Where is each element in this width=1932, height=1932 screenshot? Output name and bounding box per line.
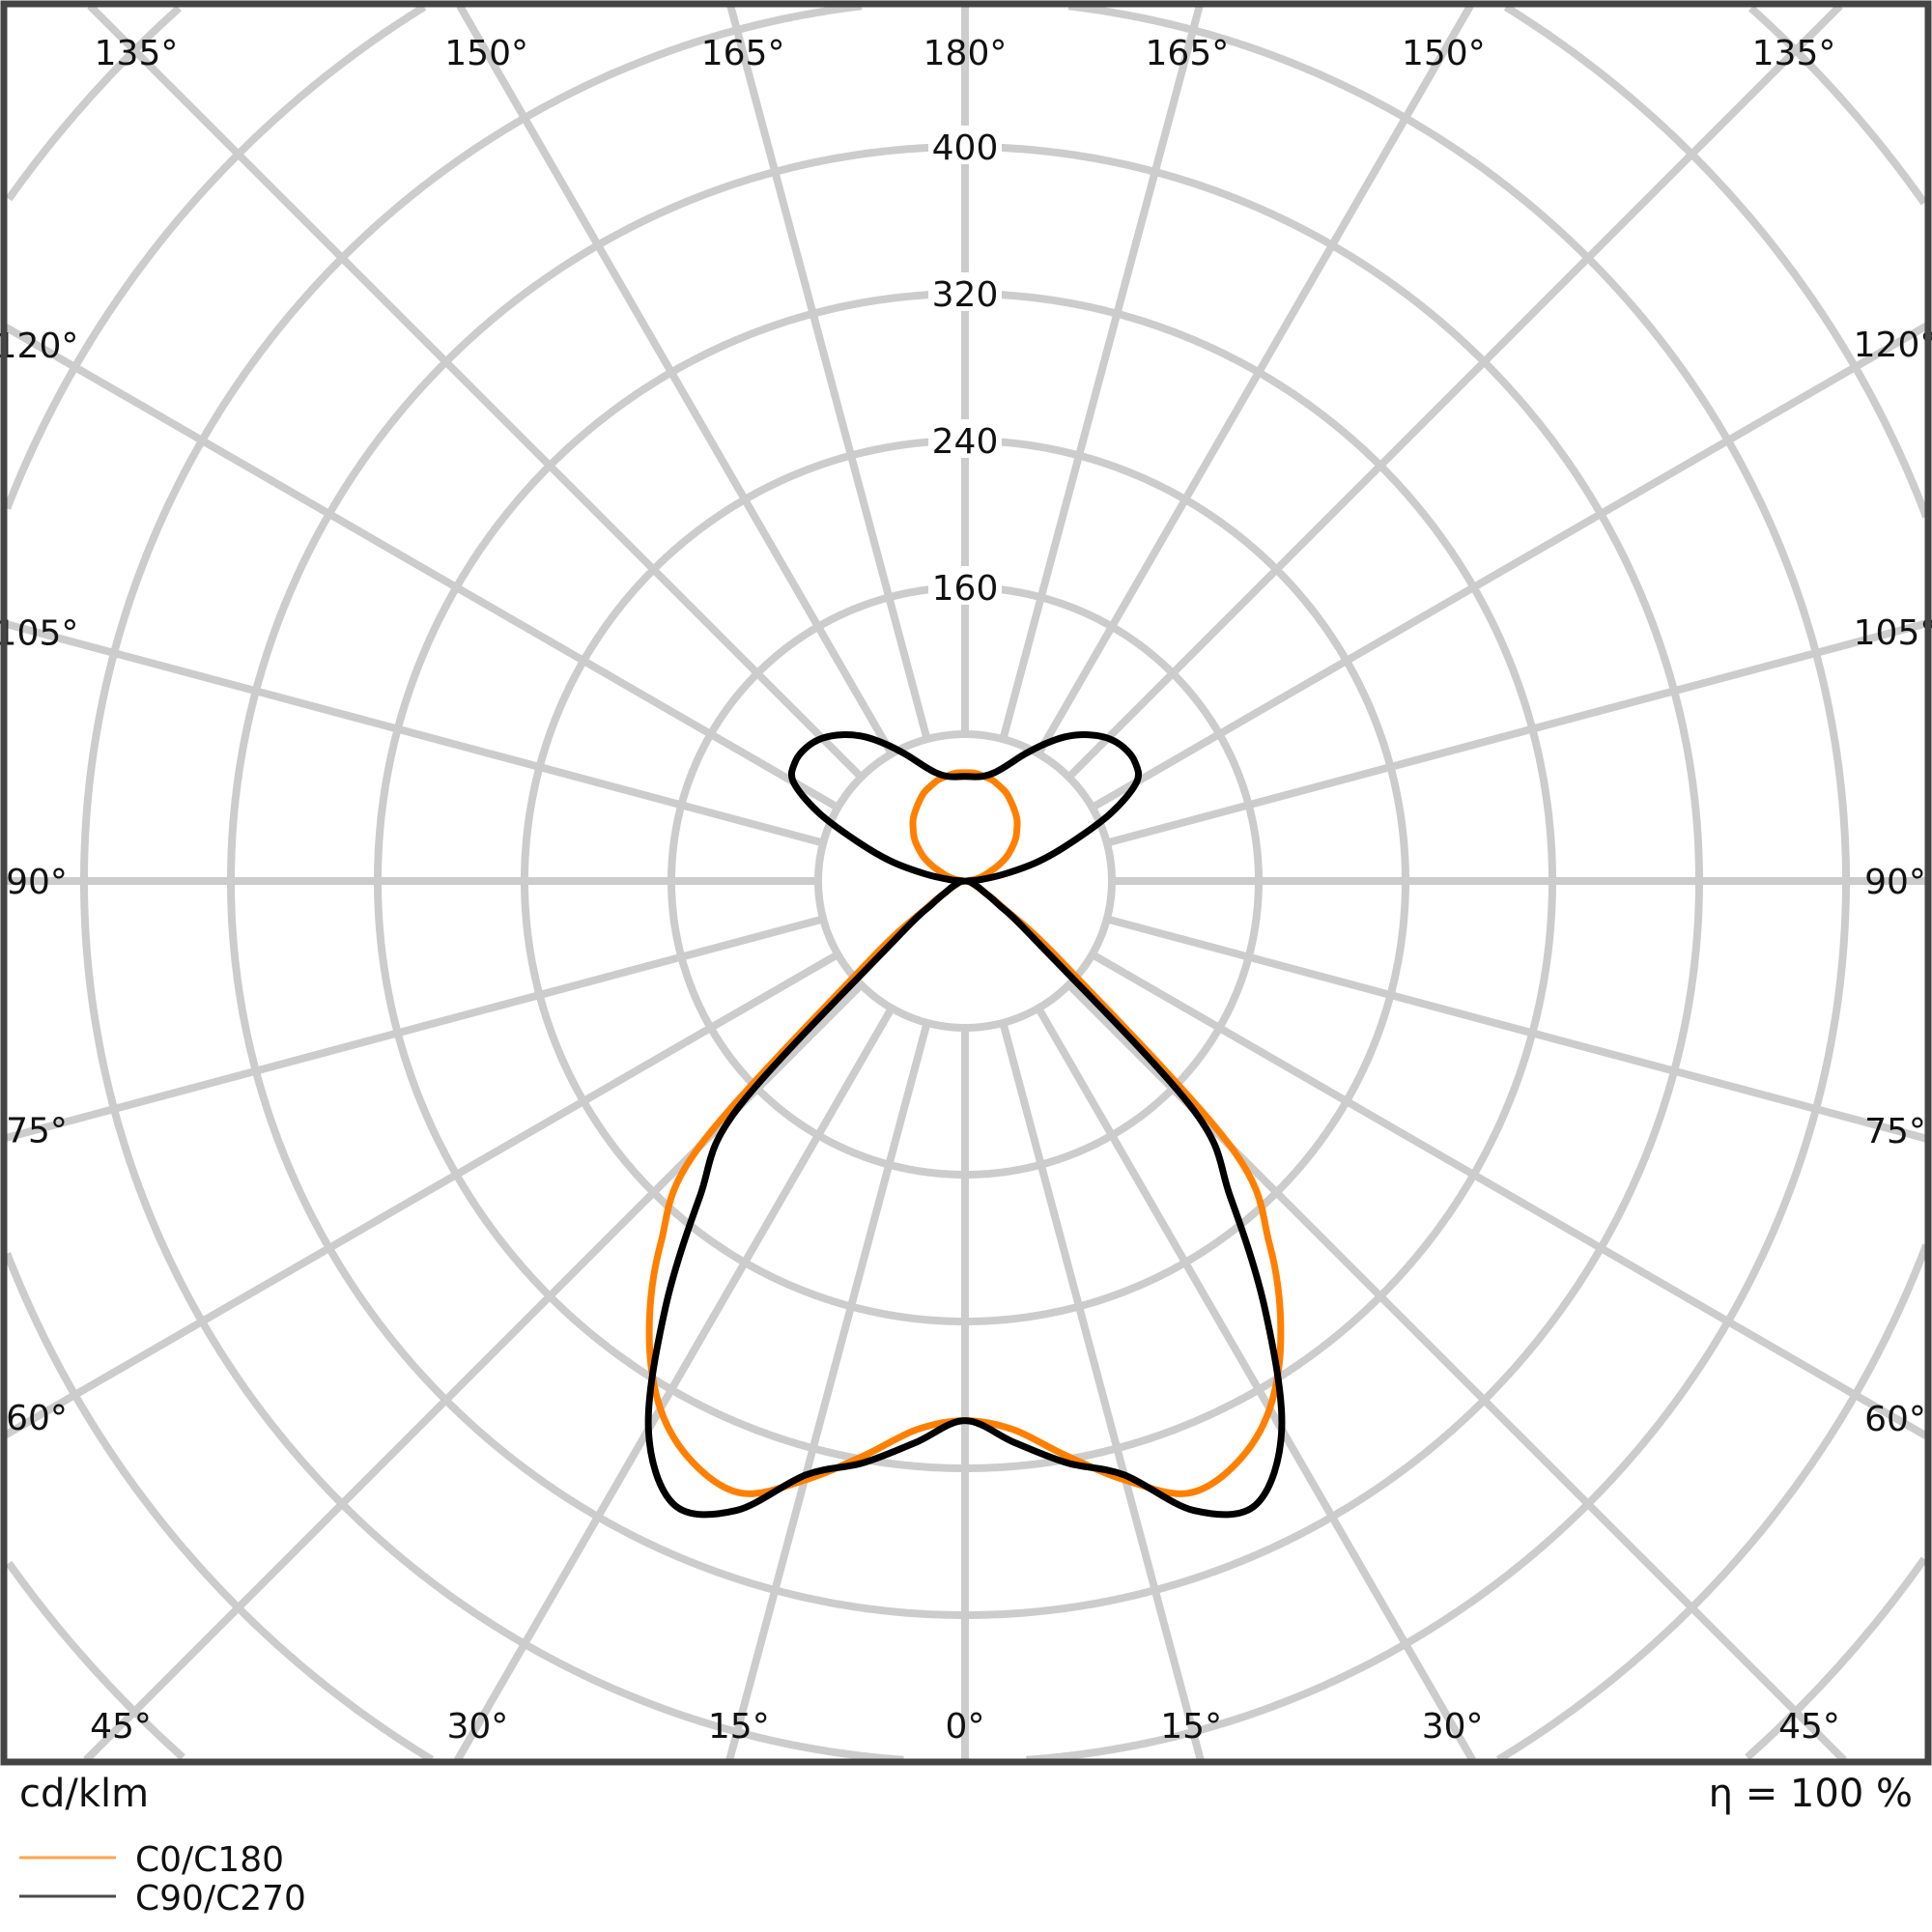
grid-spoke [999, 1021, 1205, 1762]
angle-label: 30° [446, 1707, 508, 1747]
radial-tick-label: 320 [932, 275, 999, 315]
legend: C0/C180 C90/C270 [19, 1840, 306, 1918]
angle-label: 135° [1752, 34, 1836, 73]
angle-label: 150° [444, 34, 528, 73]
grid-spoke [1090, 951, 1928, 1439]
angle-label: 75° [1864, 1112, 1926, 1151]
radial-tick-label: 160 [932, 569, 999, 609]
angle-label: 165° [701, 34, 785, 73]
grid-ring [5, 5, 1928, 1761]
grid-ring [80, 2, 1850, 1764]
tick-label-bg [928, 419, 1002, 458]
series-curve-c90-c270 [644, 731, 1286, 1519]
grid-spoke [1065, 3, 1843, 781]
angle-label: 60° [1864, 1400, 1926, 1439]
angle-label: 90° [1864, 863, 1926, 902]
legend-label-c0: C0/C180 [135, 1840, 284, 1880]
grid-spoke [999, 4, 1204, 741]
angle-label: 30° [1422, 1707, 1484, 1747]
angle-label: 105° [1854, 613, 1932, 653]
angle-label: 75° [6, 1111, 68, 1151]
radial-tick-label: 400 [932, 128, 999, 168]
grid-spoke [3, 951, 840, 1438]
axis-labels: 160 240 320 400 135° 150° 165° 180° 165° 150° 135°… [0, 34, 1932, 1747]
plot-frame [0, 0, 1932, 1766]
angle-label: 15° [1160, 1707, 1222, 1747]
angle-label: 15° [708, 1707, 770, 1747]
angle-label: 120° [1854, 326, 1932, 365]
grid-ring [3, 3, 1930, 1764]
grid-spoke [1105, 619, 1928, 847]
grid-spoke [1105, 915, 1928, 1143]
angle-label: 90° [6, 863, 68, 902]
curves [644, 731, 1286, 1519]
angle-label: 45° [1778, 1707, 1840, 1747]
grid-spoke [456, 3, 895, 756]
angle-label: 0° [946, 1707, 985, 1747]
tick-label-bg [928, 566, 1002, 605]
radial-tick-label: 240 [932, 422, 999, 462]
grid-spoke [4, 324, 840, 811]
grid-spoke [4, 915, 825, 1142]
grid-spoke [725, 1021, 931, 1762]
angle-label: 105° [0, 614, 78, 654]
grid-spoke [454, 1006, 895, 1762]
grid-spoke [726, 4, 931, 741]
angle-label: 135° [95, 34, 179, 73]
efficiency-label: η = 100 % [1709, 1772, 1913, 1816]
angle-label: 165° [1146, 34, 1230, 73]
unit-label: cd/klm [19, 1772, 149, 1816]
angle-label: 60° [6, 1399, 68, 1438]
tick-label-bg [928, 272, 1002, 311]
legend-label-c90: C90/C270 [135, 1879, 306, 1918]
angle-label: 45° [90, 1707, 152, 1747]
grid-spoke [1035, 3, 1474, 756]
angle-label: 150° [1402, 34, 1486, 73]
angle-label: 180° [923, 34, 1008, 73]
grid-spoke [1090, 323, 1929, 811]
grid-spoke [1035, 1006, 1476, 1763]
tick-label-bg [928, 126, 1002, 164]
grid-spoke [87, 3, 865, 781]
angle-label: 120° [0, 327, 78, 366]
grid-spoke [4, 620, 825, 847]
